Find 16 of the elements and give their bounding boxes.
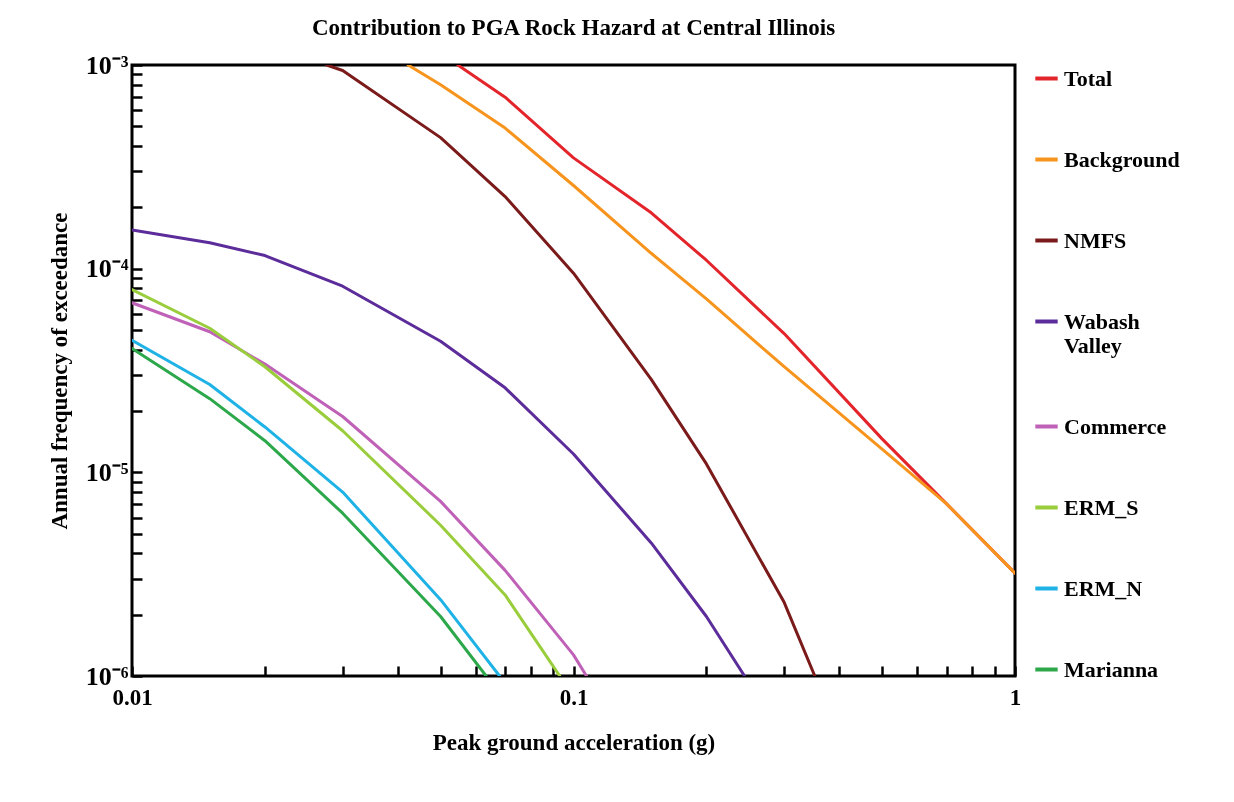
- chart-title: Contribution to PGA Rock Hazard at Central Illinois: [311, 15, 836, 40]
- y-tick-label: 10⁻³: [85, 50, 129, 80]
- legend-label: Commerce: [1064, 413, 1167, 439]
- y-axis-title: Annual frequency of exceedance: [46, 212, 72, 530]
- legend-label: Wabash Valley: [1064, 308, 1140, 358]
- y-tick-label: 10⁻⁵: [85, 457, 129, 487]
- legend-label: Background: [1064, 146, 1180, 172]
- x-tick-label: 0.1: [559, 684, 589, 710]
- legend-label: Total: [1064, 65, 1113, 91]
- x-tick-label: 1: [1009, 684, 1022, 710]
- legend-label: ERM_N: [1064, 575, 1143, 601]
- legend-label: Marianna: [1064, 656, 1159, 682]
- x-axis-title: Peak ground acceleration (g): [432, 729, 716, 755]
- legend-label: NMFS: [1064, 227, 1127, 253]
- legend-label: ERM_S: [1064, 494, 1139, 520]
- y-tick-label: 10⁻⁴: [85, 254, 129, 284]
